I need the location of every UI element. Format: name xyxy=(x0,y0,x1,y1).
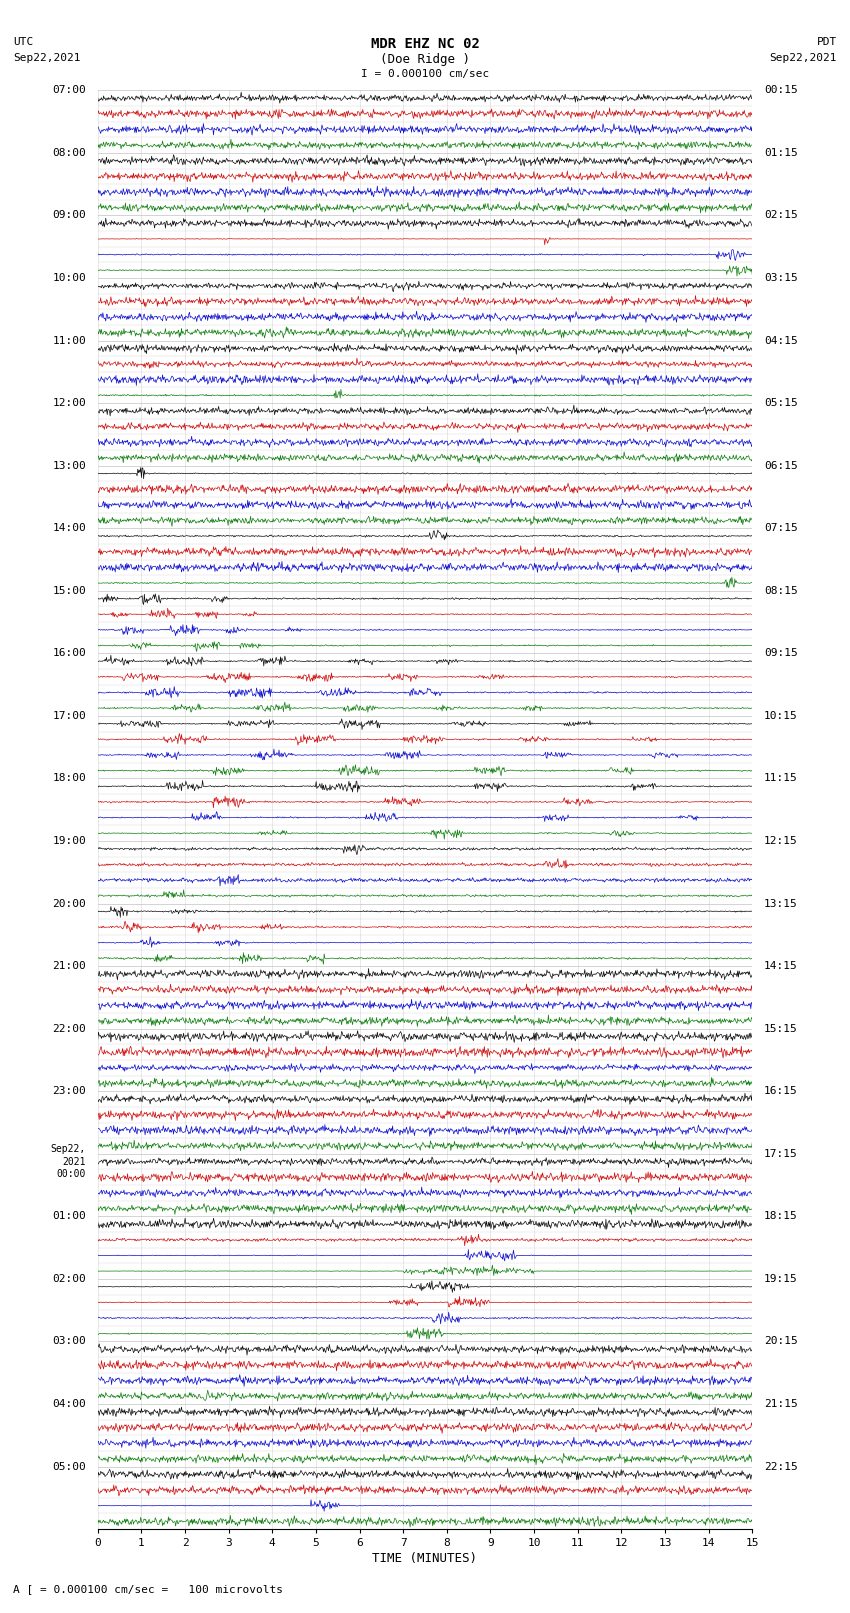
Text: 23:00: 23:00 xyxy=(52,1086,86,1097)
Text: 15:15: 15:15 xyxy=(764,1024,798,1034)
Text: 13:00: 13:00 xyxy=(52,461,86,471)
Text: 12:00: 12:00 xyxy=(52,398,86,408)
Text: 16:15: 16:15 xyxy=(764,1086,798,1097)
Text: 22:00: 22:00 xyxy=(52,1024,86,1034)
Text: 19:00: 19:00 xyxy=(52,836,86,845)
Text: 14:00: 14:00 xyxy=(52,523,86,534)
Text: 07:00: 07:00 xyxy=(52,85,86,95)
Text: 13:15: 13:15 xyxy=(764,898,798,908)
Text: PDT: PDT xyxy=(817,37,837,47)
Text: A [ = 0.000100 cm/sec =   100 microvolts: A [ = 0.000100 cm/sec = 100 microvolts xyxy=(13,1584,283,1594)
Text: 10:15: 10:15 xyxy=(764,711,798,721)
Text: I = 0.000100 cm/sec: I = 0.000100 cm/sec xyxy=(361,69,489,79)
Text: 11:15: 11:15 xyxy=(764,774,798,784)
Text: 15:00: 15:00 xyxy=(52,586,86,595)
Text: 19:15: 19:15 xyxy=(764,1274,798,1284)
Text: 01:00: 01:00 xyxy=(52,1211,86,1221)
Text: 11:00: 11:00 xyxy=(52,336,86,345)
Text: 07:15: 07:15 xyxy=(764,523,798,534)
Text: 03:00: 03:00 xyxy=(52,1337,86,1347)
Text: 02:15: 02:15 xyxy=(764,210,798,221)
Text: 14:15: 14:15 xyxy=(764,961,798,971)
Text: 21:00: 21:00 xyxy=(52,961,86,971)
Text: 08:15: 08:15 xyxy=(764,586,798,595)
Text: 22:15: 22:15 xyxy=(764,1461,798,1471)
Text: 06:15: 06:15 xyxy=(764,461,798,471)
Text: 09:15: 09:15 xyxy=(764,648,798,658)
Text: 04:15: 04:15 xyxy=(764,336,798,345)
Text: MDR EHZ NC 02: MDR EHZ NC 02 xyxy=(371,37,479,52)
Text: 05:15: 05:15 xyxy=(764,398,798,408)
Text: 12:15: 12:15 xyxy=(764,836,798,845)
Text: 04:00: 04:00 xyxy=(52,1398,86,1410)
Text: UTC: UTC xyxy=(13,37,33,47)
Text: 08:00: 08:00 xyxy=(52,148,86,158)
Text: 05:00: 05:00 xyxy=(52,1461,86,1471)
Text: 01:15: 01:15 xyxy=(764,148,798,158)
Text: 10:00: 10:00 xyxy=(52,273,86,282)
Text: 18:15: 18:15 xyxy=(764,1211,798,1221)
Text: 02:00: 02:00 xyxy=(52,1274,86,1284)
X-axis label: TIME (MINUTES): TIME (MINUTES) xyxy=(372,1552,478,1565)
Text: 09:00: 09:00 xyxy=(52,210,86,221)
Text: 20:00: 20:00 xyxy=(52,898,86,908)
Text: 17:00: 17:00 xyxy=(52,711,86,721)
Text: 20:15: 20:15 xyxy=(764,1337,798,1347)
Text: 00:15: 00:15 xyxy=(764,85,798,95)
Text: 18:00: 18:00 xyxy=(52,774,86,784)
Text: Sep22,2021: Sep22,2021 xyxy=(13,53,80,63)
Text: 16:00: 16:00 xyxy=(52,648,86,658)
Text: Sep22,
2021
00:00: Sep22, 2021 00:00 xyxy=(51,1144,86,1179)
Text: 03:15: 03:15 xyxy=(764,273,798,282)
Text: Sep22,2021: Sep22,2021 xyxy=(770,53,837,63)
Text: 21:15: 21:15 xyxy=(764,1398,798,1410)
Text: (Doe Ridge ): (Doe Ridge ) xyxy=(380,53,470,66)
Text: 17:15: 17:15 xyxy=(764,1148,798,1158)
